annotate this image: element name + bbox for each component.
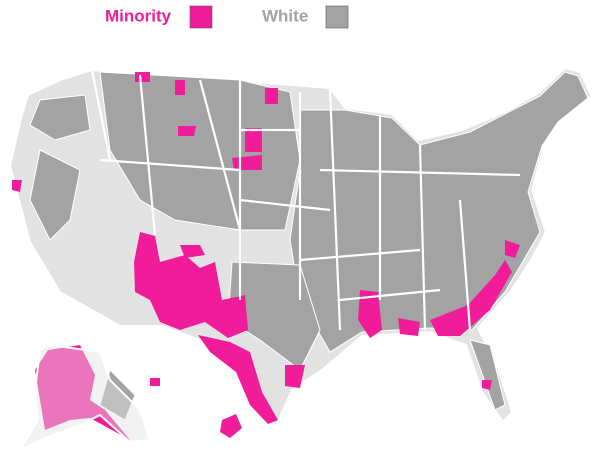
region <box>12 180 22 192</box>
region <box>358 290 382 338</box>
region <box>134 232 248 338</box>
region <box>220 414 242 438</box>
legend-label: Minority <box>105 6 172 25</box>
region <box>135 72 150 82</box>
region <box>180 245 205 258</box>
minority-regions <box>12 72 520 440</box>
region <box>150 378 160 386</box>
region <box>482 380 492 390</box>
legend-swatch <box>325 5 349 29</box>
legend: Minority White <box>105 5 349 29</box>
region <box>265 88 278 104</box>
region <box>99 369 136 421</box>
state-borders <box>90 69 521 331</box>
region <box>175 80 185 95</box>
region <box>505 240 520 258</box>
region <box>35 345 130 440</box>
region <box>430 260 512 336</box>
region <box>245 128 262 152</box>
region <box>29 94 91 141</box>
alaska <box>17 343 152 453</box>
legend-swatch <box>189 5 213 29</box>
white-regions <box>29 71 589 421</box>
region <box>29 149 81 241</box>
region <box>285 365 305 388</box>
region <box>198 335 278 424</box>
legend-label: White <box>262 6 308 25</box>
region <box>178 126 196 136</box>
region <box>398 318 420 336</box>
